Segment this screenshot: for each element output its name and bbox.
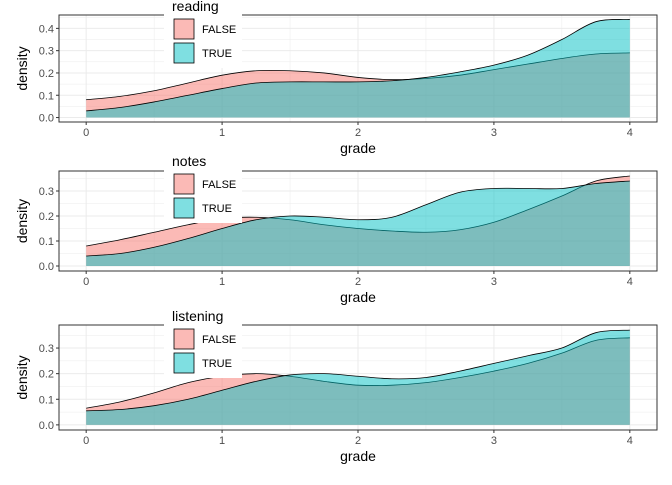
y-tick-label: 0.3 xyxy=(39,343,54,355)
x-axis-title: grade xyxy=(340,140,376,156)
legend-title: listening xyxy=(172,308,223,324)
density-line-true xyxy=(86,329,630,412)
y-tick-label: 0.3 xyxy=(39,46,54,58)
density-area-true xyxy=(86,181,630,266)
x-axis-title: grade xyxy=(340,289,376,305)
legend-key-true xyxy=(173,352,195,374)
y-tick-label: 0.1 xyxy=(39,394,54,406)
x-axis-title: grade xyxy=(340,448,376,464)
legend: reading FALSE TRUE xyxy=(164,0,242,68)
x-tick-label: 0 xyxy=(83,127,89,139)
x-tick-label: 4 xyxy=(627,276,633,288)
x-tick-label: 1 xyxy=(219,276,225,288)
x-tick-label: 0 xyxy=(83,435,89,447)
x-tick-label: 3 xyxy=(491,276,497,288)
chart-panel-reading: 0 1 2 3 4 0.0 0.1 0.2 0.3 0.4 grade density reading F… xyxy=(14,0,658,156)
x-tick-label: 1 xyxy=(219,435,225,447)
legend-title: notes xyxy=(172,153,206,169)
x-tick-label: 3 xyxy=(491,127,497,139)
y-tick-label: 0.0 xyxy=(39,261,54,273)
chart-panel-listening: 0 1 2 3 4 0.0 0.1 0.2 0.3 grade density listening FA… xyxy=(14,308,658,464)
y-tick-label: 0.0 xyxy=(39,113,54,125)
x-tick-label: 4 xyxy=(627,127,633,139)
y-tick-label: 0.2 xyxy=(39,211,54,223)
legend-key-true xyxy=(173,42,195,64)
legend-title: reading xyxy=(172,0,219,14)
y-axis-title: density xyxy=(14,46,30,90)
legend-label: FALSE xyxy=(202,24,236,36)
x-tick-label: 4 xyxy=(627,435,633,447)
legend-label: TRUE xyxy=(202,358,232,370)
y-tick-label: 0.3 xyxy=(39,186,54,198)
density-area-true xyxy=(86,19,630,118)
legend-key-false xyxy=(173,173,195,195)
legend: listening FALSE TRUE xyxy=(164,308,242,378)
y-tick-label: 0.1 xyxy=(39,236,54,248)
x-tick-label: 2 xyxy=(355,435,361,447)
x-tick-label: 2 xyxy=(355,276,361,288)
y-tick-label: 0.2 xyxy=(39,68,54,80)
legend: notes FALSE TRUE xyxy=(164,153,242,223)
legend-key-false xyxy=(173,18,195,40)
y-tick-label: 0.1 xyxy=(39,90,54,102)
chart-panel-notes: 0 1 2 3 4 0.0 0.1 0.2 0.3 grade density notes FALSE T… xyxy=(14,153,658,305)
density-line-true xyxy=(86,180,630,257)
density-area-true xyxy=(86,330,630,425)
x-tick-label: 0 xyxy=(83,276,89,288)
x-tick-label: 1 xyxy=(219,127,225,139)
x-tick-label: 3 xyxy=(491,435,497,447)
x-tick-label: 2 xyxy=(355,127,361,139)
y-tick-label: 0.2 xyxy=(39,369,54,381)
density-line-true xyxy=(86,19,630,112)
legend-label: FALSE xyxy=(202,179,236,191)
y-axis-title: density xyxy=(14,199,30,243)
y-axis-title: density xyxy=(14,355,30,399)
y-tick-label: 0.4 xyxy=(39,23,54,35)
legend-label: FALSE xyxy=(202,334,236,346)
y-tick-label: 0.0 xyxy=(39,420,54,432)
legend-label: TRUE xyxy=(202,203,232,215)
legend-key-true xyxy=(173,197,195,219)
legend-label: TRUE xyxy=(202,48,232,60)
legend-key-false xyxy=(173,328,195,350)
